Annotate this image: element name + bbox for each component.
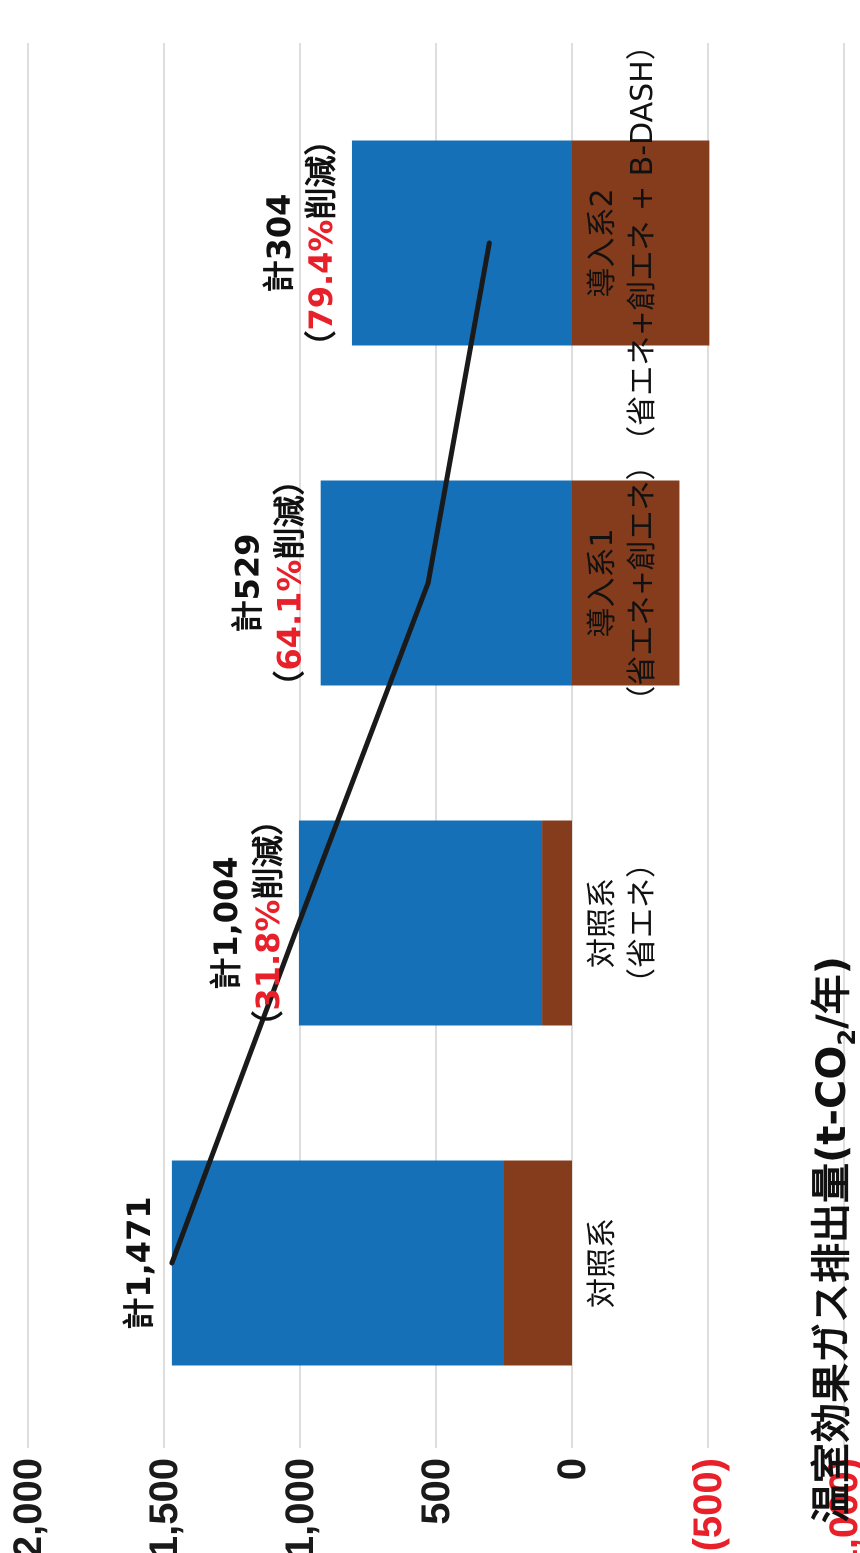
y-tick-label: (1,000) [822,1458,860,1553]
trend-line [169,240,492,1266]
y-tick-label: (500) [686,1458,730,1551]
category-label: 対照系 [585,878,620,968]
y-axis-label: 温室効果ガス排出量(t-CO2/年) [809,956,860,1523]
y-tick-label: 0 [550,1458,594,1480]
total-label: 計1,471 [120,1196,158,1329]
bar-segment [298,820,543,1026]
bar-segment [542,820,573,1026]
total-label: 計1,004 [207,856,245,989]
category-label: 対照系 [585,1218,620,1308]
bar-segment [171,1160,504,1366]
bars [171,140,710,1366]
bar-segment [320,480,572,686]
y-tick-labels: (1,000) (500) 0 500 1,000 1,500 2,000 [6,1458,860,1553]
bar-segment [504,1160,572,1366]
y-tick-label: 500 [414,1458,458,1525]
total-label: 計304 [260,194,298,293]
category-label: （省エネ+創エネ） [625,450,660,715]
y-tick-label: 2,000 [6,1458,50,1553]
bar-segment [572,140,710,346]
reduction-label: （64.1%削減） [271,463,309,702]
reduction-label: （31.8%削減） [249,803,287,1042]
y-tick-label: 1,500 [142,1458,186,1553]
bar-segment [572,480,680,686]
total-labels: 計1,471 計1,004（31.8%削減） 計529（64.1%削減） 計304（7… [120,123,340,1329]
category-label: 導入系1 [585,528,620,637]
category-label: （省エネ+創エネ + B-DASH） [625,30,660,455]
category-label: （省エネ） [625,848,660,998]
total-label: 計529 [229,534,267,633]
bar-segment [351,140,572,346]
y-tick-label: 1,000 [278,1458,322,1553]
reduction-label: （79.4%削減） [302,123,340,362]
trend-line-group [169,240,492,1266]
category-label: 導入系2 [585,188,620,297]
